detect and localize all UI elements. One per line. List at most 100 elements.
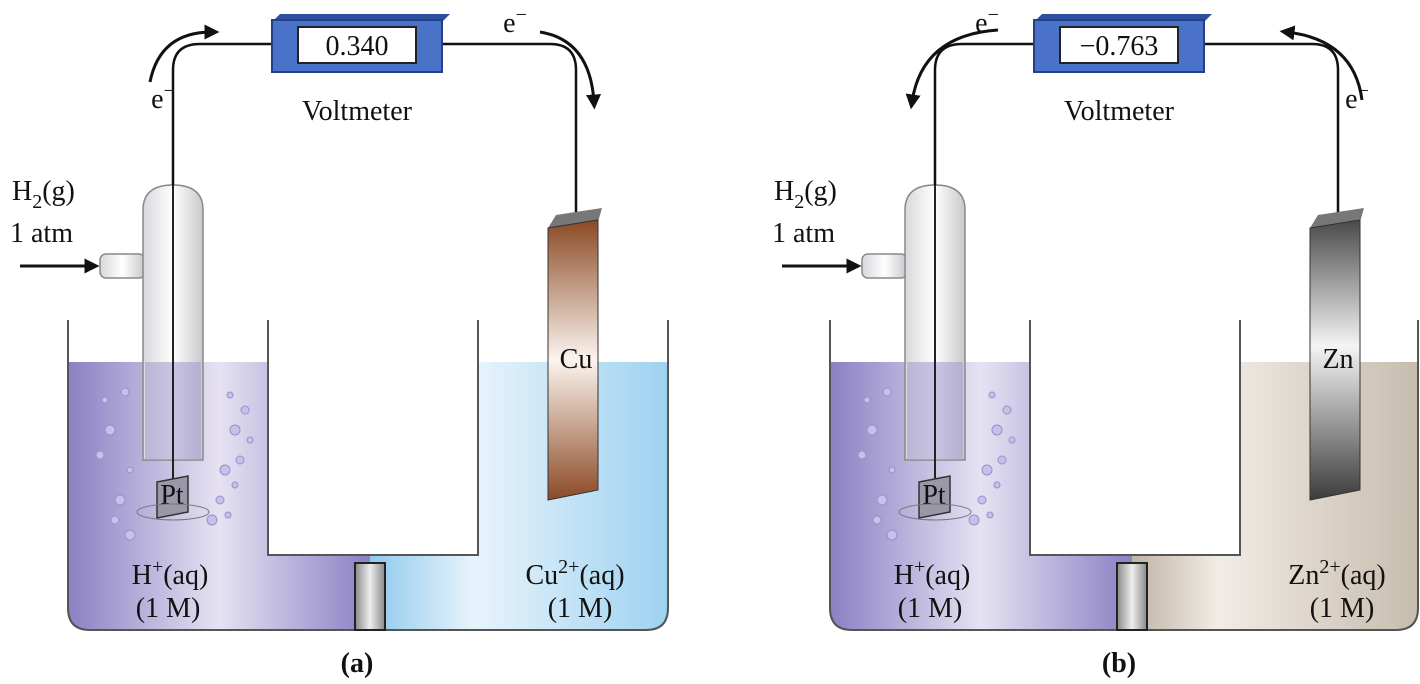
bubble <box>101 396 109 404</box>
bubble <box>988 391 996 399</box>
electron-label: e− <box>975 4 999 39</box>
bubble <box>126 466 134 474</box>
formula-base: e <box>151 84 163 115</box>
electron-arrow <box>148 24 220 83</box>
formula-base: H <box>894 560 914 591</box>
bubble <box>986 511 994 519</box>
bubble <box>991 424 1003 436</box>
bubble <box>1002 405 1012 415</box>
anode-metal-label: Pt <box>160 480 184 511</box>
bubble <box>240 405 250 415</box>
formula-base: H <box>774 176 794 207</box>
anode-solution-concentration: (1 M) <box>136 593 201 624</box>
voltmeter-display <box>297 26 417 64</box>
formula-base: Cu <box>525 560 558 591</box>
bubble <box>872 515 882 525</box>
formula-rest: (g) <box>42 176 75 207</box>
formula-subscript: 2 <box>794 191 804 213</box>
pt-plate <box>156 475 189 519</box>
formula-superscript: − <box>988 4 999 26</box>
bubble <box>215 495 225 505</box>
bubble <box>882 387 892 397</box>
bubble <box>246 436 254 444</box>
panel-caption: (b) <box>1102 648 1136 679</box>
bubble <box>968 514 980 526</box>
electron-arrow <box>539 30 601 110</box>
anode-solution-ion: H+(aq) <box>894 556 971 591</box>
electron-label: e− <box>503 4 527 39</box>
voltmeter-label: Voltmeter <box>1064 96 1175 127</box>
cathode-label: Zn <box>1322 344 1353 375</box>
wire <box>171 42 578 215</box>
formula-rest: (aq) <box>925 560 970 591</box>
gas-inlet-tube <box>861 253 908 279</box>
bubble <box>886 529 898 541</box>
salt-bridge-frit <box>354 562 386 631</box>
formula-rest: (aq) <box>579 560 624 591</box>
formula-base: H <box>12 176 32 207</box>
pt-plate <box>918 475 951 519</box>
bubble <box>993 481 1001 489</box>
bubble <box>226 391 234 399</box>
electron-arrow <box>905 28 999 110</box>
cathode-label: Cu <box>560 344 593 375</box>
cathode-electrode <box>1309 219 1361 501</box>
bubble <box>229 424 241 436</box>
formula-superscript: + <box>914 556 925 578</box>
bubble-ring <box>898 503 972 521</box>
bubble <box>104 424 116 436</box>
bubble <box>110 515 120 525</box>
gas-formula: H2(g) <box>774 176 837 213</box>
electron-label: e− <box>151 80 175 115</box>
voltmeter-reading: −0.763 <box>1080 31 1159 62</box>
bubble <box>888 466 896 474</box>
anode-metal-label: Pt <box>922 480 946 511</box>
formula-base: e <box>975 8 987 39</box>
bubble <box>863 396 871 404</box>
formula-rest: (g) <box>804 176 837 207</box>
voltmeter-reading: 0.340 <box>326 31 389 62</box>
formula-superscript: 2+ <box>1319 556 1340 578</box>
formula-subscript: 2 <box>32 191 42 213</box>
bubble <box>206 514 218 526</box>
anode-solution-ion: H+(aq) <box>132 556 209 591</box>
bubble <box>1008 436 1016 444</box>
bubble <box>997 455 1007 465</box>
bubble <box>231 481 239 489</box>
electron-label: e− <box>1345 80 1369 115</box>
bubble <box>224 511 232 519</box>
formula-base: e <box>503 8 515 39</box>
bubble <box>124 529 136 541</box>
formula-superscript: − <box>1358 80 1369 102</box>
bubble <box>981 464 993 476</box>
cathode-solution-ion: Zn2+(aq) <box>1288 556 1385 591</box>
formula-base: Zn <box>1288 560 1319 591</box>
electron-arrow <box>1279 25 1364 101</box>
bubble <box>866 424 878 436</box>
panel-caption: (a) <box>341 648 374 679</box>
anode-solution-concentration: (1 M) <box>898 593 963 624</box>
formula-base: H <box>132 560 152 591</box>
cathode-solution-concentration: (1 M) <box>1310 593 1375 624</box>
cathode-solution-ion: Cu2+(aq) <box>525 556 624 591</box>
formula-superscript: 2+ <box>558 556 579 578</box>
bubble <box>857 450 867 460</box>
bubble <box>235 455 245 465</box>
formula-superscript: − <box>164 80 175 102</box>
gas-formula: H2(g) <box>12 176 75 213</box>
formula-superscript: − <box>516 4 527 26</box>
bubble <box>120 387 130 397</box>
bubble-ring <box>136 503 210 521</box>
gas-pressure: 1 atm <box>772 218 835 249</box>
bubble <box>219 464 231 476</box>
salt-bridge-frit <box>1116 562 1148 631</box>
gas-pressure: 1 atm <box>10 218 73 249</box>
bubble <box>114 494 126 506</box>
bubble <box>95 450 105 460</box>
wire <box>933 42 1340 215</box>
gas-inlet-tube <box>99 253 146 279</box>
formula-rest: (aq) <box>163 560 208 591</box>
